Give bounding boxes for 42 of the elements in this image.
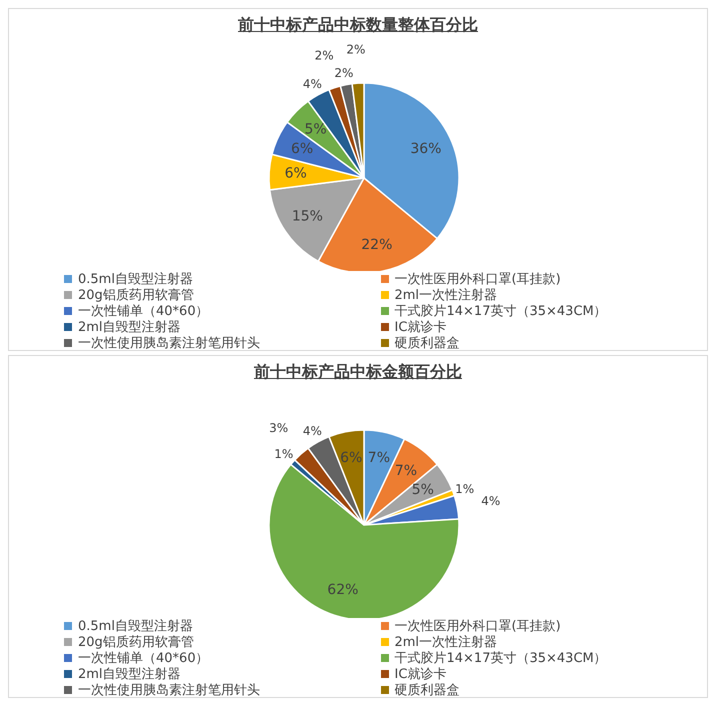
legend-label: 硬质利器盒 (394, 682, 460, 699)
data-label: 6% (291, 140, 314, 157)
legend-label: 一次性医用外科口罩(耳挂款) (394, 618, 561, 635)
data-label: 4% (302, 77, 322, 92)
data-label: 6% (284, 166, 307, 182)
legend-label: 0.5ml自毁型注射器 (78, 271, 193, 288)
data-label: 62% (327, 582, 358, 598)
legend-label: 20g铝质药用软膏管 (78, 634, 194, 651)
legend-label: 干式胶片14×17英寸（35×43CM） (394, 650, 607, 667)
legend-label: IC就诊卡 (394, 319, 446, 336)
data-label: 6% (340, 450, 362, 466)
data-label: 4% (481, 494, 500, 508)
legend-label: 一次性使用胰岛素注射笔用针头 (78, 682, 260, 699)
legend-label: 一次性铺单（40*60） (78, 650, 209, 667)
data-label: 1% (455, 482, 474, 496)
data-label: 36% (410, 140, 442, 157)
data-label: 1% (274, 447, 294, 462)
legend-label: 2ml一次性注射器 (394, 634, 498, 651)
data-label: 2% (314, 48, 334, 62)
data-label: 7% (368, 450, 390, 466)
legend-label: 2ml自毁型注射器 (78, 319, 181, 336)
chart-title: 前十中标产品中标金额百分比 (253, 361, 463, 382)
data-label: 3% (269, 421, 288, 436)
legend-label: 硬质利器盒 (394, 335, 460, 352)
data-label: 2% (346, 42, 366, 56)
legend-label: 2ml一次性注射器 (394, 287, 498, 304)
data-label: 22% (361, 237, 392, 254)
data-label: 5% (304, 122, 327, 138)
legend-label: IC就诊卡 (394, 666, 446, 683)
legend-label: 一次性医用外科口罩(耳挂款) (394, 271, 561, 288)
legend-label: 一次性使用胰岛素注射笔用针头 (78, 335, 260, 352)
data-label: 5% (412, 482, 434, 498)
data-label: 15% (292, 208, 323, 224)
data-label: 2% (334, 66, 354, 80)
legend-label: 一次性铺单（40*60） (78, 303, 209, 320)
legend-label: 干式胶片14×17英寸（35×43CM） (394, 303, 607, 320)
legend-label: 2ml自毁型注射器 (78, 666, 181, 683)
chart-title: 前十中标产品中标数量整体百分比 (237, 14, 479, 35)
legend-label: 20g铝质药用软膏管 (78, 287, 194, 304)
data-label: 7% (394, 462, 418, 479)
legend-label: 0.5ml自毁型注射器 (78, 618, 193, 635)
data-label: 4% (302, 424, 322, 438)
